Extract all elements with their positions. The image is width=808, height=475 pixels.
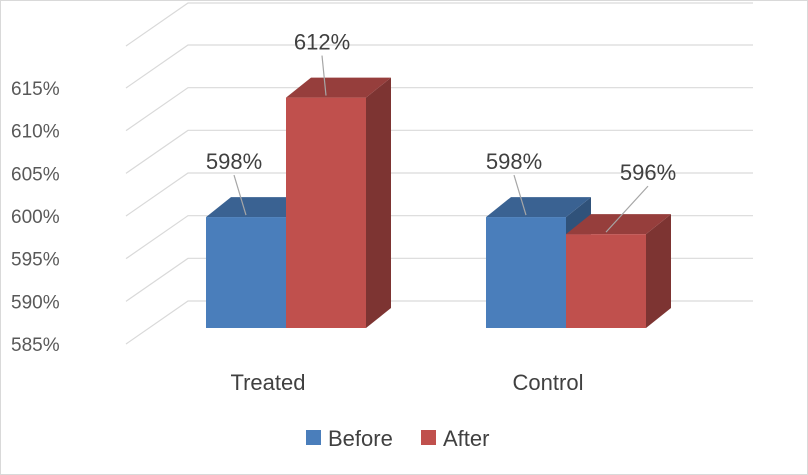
y-tick-label: 615% — [11, 79, 60, 100]
bar-treated-after — [286, 77, 391, 328]
y-tick-label: 590% — [11, 292, 60, 313]
legend-label: After — [443, 426, 489, 451]
bar-control-after — [566, 214, 671, 328]
bar-side — [646, 214, 671, 328]
y-tick-label: 610% — [11, 122, 60, 143]
bar-front — [486, 217, 566, 328]
gridlines — [125, 2, 753, 345]
data-label-leader — [513, 174, 527, 216]
legend-swatch — [421, 430, 436, 445]
bar-front — [206, 217, 286, 328]
data-label-leader — [321, 55, 327, 96]
bar-front — [566, 234, 646, 328]
gridline — [125, 129, 753, 174]
legend: Before After — [306, 426, 489, 451]
legend-item-after: After — [421, 426, 489, 451]
x-category-label: Control — [513, 370, 584, 395]
data-label: 598% — [206, 149, 262, 174]
data-labels: 598% 612% 598% 596% — [206, 30, 676, 233]
bar-top — [286, 77, 391, 98]
y-tick-label: 585% — [11, 335, 60, 356]
data-label-leader — [605, 185, 649, 233]
bar-top — [486, 197, 591, 218]
bar-front — [286, 97, 366, 328]
gridline — [125, 2, 753, 47]
y-tick-label: 595% — [11, 250, 60, 271]
legend-item-before: Before — [306, 426, 393, 451]
gridline — [125, 172, 753, 217]
y-axis-ticks: 585% 590% 595% 600% 605% 610% 615% — [11, 79, 60, 356]
gridline — [125, 87, 753, 132]
data-label: 596% — [620, 160, 676, 185]
legend-label: Before — [328, 426, 393, 451]
y-tick-label: 605% — [11, 164, 60, 185]
legend-swatch — [306, 430, 321, 445]
bars — [206, 77, 671, 328]
bar-side — [366, 77, 391, 328]
x-axis-categories: Treated Control — [230, 370, 583, 395]
bar-top — [206, 197, 311, 218]
bar-top — [566, 214, 671, 235]
data-label: 612% — [294, 30, 350, 55]
data-label: 598% — [486, 149, 542, 174]
data-label-leader — [233, 174, 247, 216]
gridline — [125, 44, 753, 89]
x-category-label: Treated — [230, 370, 305, 395]
y-tick-label: 600% — [11, 207, 60, 228]
